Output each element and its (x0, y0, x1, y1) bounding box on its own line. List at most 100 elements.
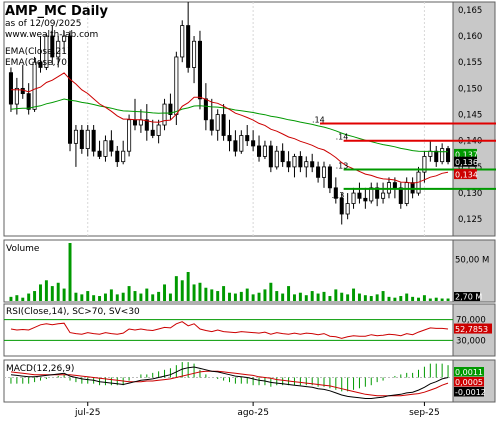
candle-body (162, 103, 167, 126)
volume-bar (27, 293, 31, 301)
candle-body (257, 145, 262, 157)
macd-last-label: 0,0011 (455, 368, 483, 377)
volume-bar (251, 294, 255, 301)
candle-body (327, 166, 332, 189)
rsi-last-tag (454, 323, 492, 334)
macd-last-tag (454, 367, 484, 377)
volume-panel[interactable]: Volume 50,00 M 2,70 M (3, 239, 496, 303)
candle-body (221, 114, 226, 136)
chart-header: AMP_MC Daily as of 12/09/2025 www.wealth… (5, 4, 109, 40)
volume-bar (157, 291, 161, 301)
date-tick-label: jul-25 (74, 408, 100, 418)
volume-bar (340, 292, 344, 301)
volume-tick-label: 50,00 M (455, 256, 489, 266)
candle-body (286, 161, 291, 168)
candle-body (428, 150, 433, 157)
candle-body (56, 40, 61, 58)
candle-body (386, 182, 392, 194)
volume-bar (316, 293, 320, 301)
volume-bar (109, 289, 113, 301)
volume-bar (393, 297, 397, 301)
candle-body (392, 182, 397, 189)
macd-last-tag (454, 377, 484, 387)
volume-bar (399, 296, 403, 301)
macd-last-label: -0,0012 (455, 388, 486, 397)
volume-bar (387, 296, 391, 301)
candle-body (310, 161, 315, 168)
volume-bar (275, 291, 279, 301)
candle-body (375, 187, 380, 199)
volume-bar (21, 297, 25, 301)
candle-body (127, 119, 132, 152)
candle-body (339, 197, 344, 215)
candle-body (227, 135, 232, 142)
rsi-panel[interactable]: 70,000 30,000 RSI(Close,14), SC>70, SV<30 5… (3, 303, 496, 357)
last-value-label: 0,137 (455, 150, 478, 159)
volume-title: Volume (6, 244, 40, 254)
volume-bar (62, 288, 66, 301)
candle-body (209, 119, 214, 131)
legend-ema-slow: EMA(Close,70) (5, 58, 70, 68)
rsi-line (10, 321, 449, 339)
volume-bar (352, 288, 356, 301)
volume-bar (56, 282, 60, 301)
volume-last-tag (454, 292, 480, 301)
rsi-title: RSI(Close,14), SC>70, SV<30 (6, 307, 140, 317)
price-panel[interactable]: 0,1650,1600,1550,1500,1450,1400,1350,130… (3, 1, 496, 237)
candle-body (138, 119, 143, 126)
volume-bar (133, 291, 137, 301)
candle-body (168, 103, 173, 115)
last-value-tag (454, 169, 477, 180)
candle-body (440, 148, 445, 163)
volume-bar (192, 284, 196, 301)
last-value-tag (454, 156, 477, 167)
volume-bar (375, 294, 379, 301)
candle-body (38, 61, 43, 68)
volume-bar (168, 293, 172, 301)
ema-fast-line (10, 72, 449, 184)
candle-body (50, 35, 55, 58)
candle-body (363, 197, 368, 202)
last-value-label: 0,134 (455, 171, 478, 180)
volume-bar (428, 298, 432, 301)
candle-body (233, 140, 238, 152)
volume-bar (304, 295, 308, 301)
volume-bar (204, 287, 208, 301)
candle-body (97, 150, 102, 157)
volume-bar (216, 291, 220, 301)
volume-bar (422, 295, 426, 301)
rsi-tick-label: 70,000 (456, 316, 486, 326)
volume-bar (80, 294, 84, 301)
volume-bar (198, 282, 202, 301)
volume-bar (174, 276, 178, 301)
candle-body (262, 145, 267, 157)
candle-body (132, 119, 138, 126)
candle-body (103, 140, 108, 157)
volume-bar (298, 292, 302, 301)
volume-bar (92, 295, 96, 301)
volume-bar (363, 295, 367, 301)
volume-bar (139, 293, 143, 301)
date-axis: jul-25 ago-25 sep-25 (74, 402, 440, 418)
macd-line (10, 366, 449, 399)
volume-bar (115, 294, 119, 301)
volume-bar (228, 292, 231, 301)
candle-body (239, 135, 244, 152)
candle-body (369, 187, 374, 202)
volume-bar (440, 298, 444, 301)
volume-bar (322, 291, 326, 301)
volume-bar (281, 293, 285, 301)
candle-body (446, 148, 451, 163)
volume-bar (233, 293, 237, 301)
volume-bar (245, 288, 249, 301)
volume-bar (9, 296, 13, 301)
volume-bar (210, 289, 214, 301)
price-tick-label: 0,155 (458, 58, 482, 68)
level-label: .13 (336, 162, 349, 171)
volume-bar (163, 284, 167, 301)
volume-bar (180, 280, 184, 301)
volume-bar (121, 292, 125, 301)
candle-body (150, 129, 155, 136)
